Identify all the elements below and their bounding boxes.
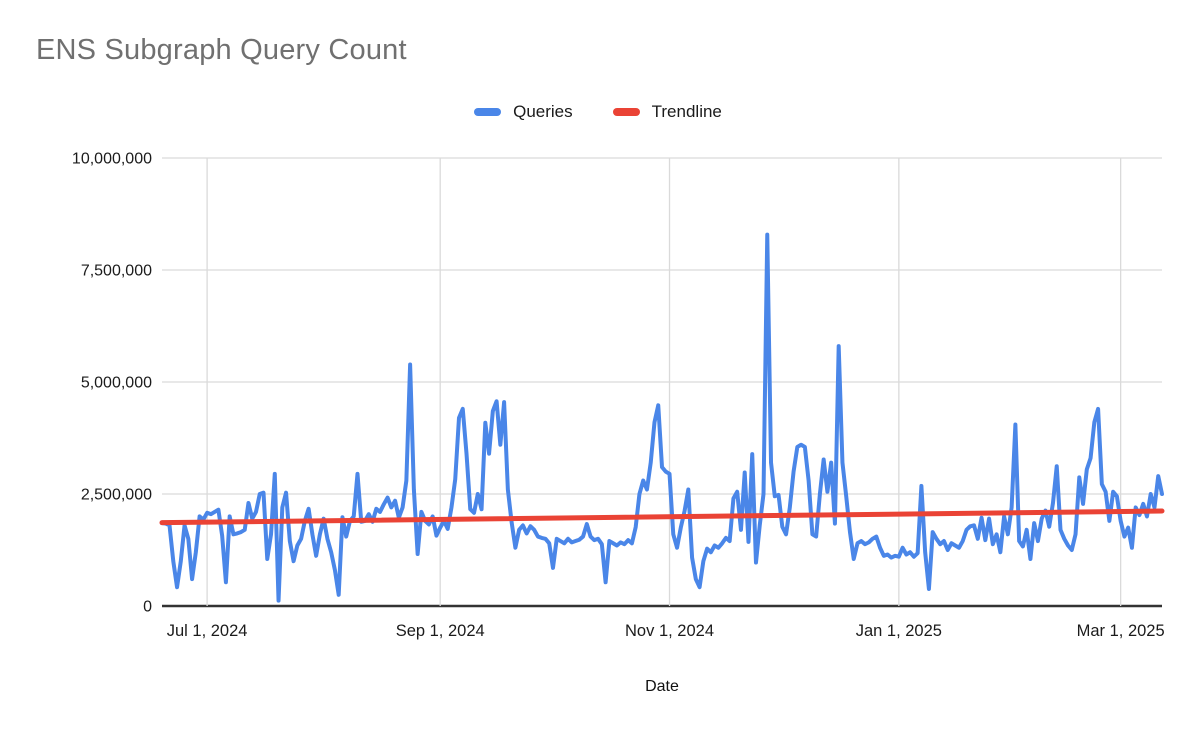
chart-title: ENS Subgraph Query Count [36, 34, 407, 66]
y-axis-tick-label: 0 [143, 599, 152, 616]
legend-item-queries[interactable]: Queries [474, 102, 573, 122]
y-axis-tick-label: 10,000,000 [72, 151, 152, 168]
queries-line [160, 232, 1164, 603]
x-axis-title: Date [645, 678, 679, 695]
trendline-series-swatch-icon [612, 108, 640, 116]
y-axis-tick-label: 2,500,000 [81, 487, 152, 504]
legend-item-trendline[interactable]: Trendline [612, 102, 722, 122]
legend: Queries Trendline [0, 99, 1196, 125]
x-axis-tick-label: Jul 1, 2024 [167, 622, 248, 640]
y-axis-tick-label: 7,500,000 [81, 263, 152, 280]
queries-series-swatch-icon [474, 108, 502, 116]
x-axis-tick-label: Sep 1, 2024 [396, 622, 485, 640]
trendline [159, 508, 1165, 526]
legend-label-queries: Queries [513, 102, 573, 121]
legend-label-trendline: Trendline [651, 102, 722, 121]
y-axis-tick-label: 5,000,000 [81, 375, 152, 392]
x-axis-tick-label: Mar 1, 2025 [1077, 622, 1165, 640]
x-axis-tick-label: Jan 1, 2025 [856, 622, 942, 640]
x-axis-tick-label: Nov 1, 2024 [625, 622, 714, 640]
